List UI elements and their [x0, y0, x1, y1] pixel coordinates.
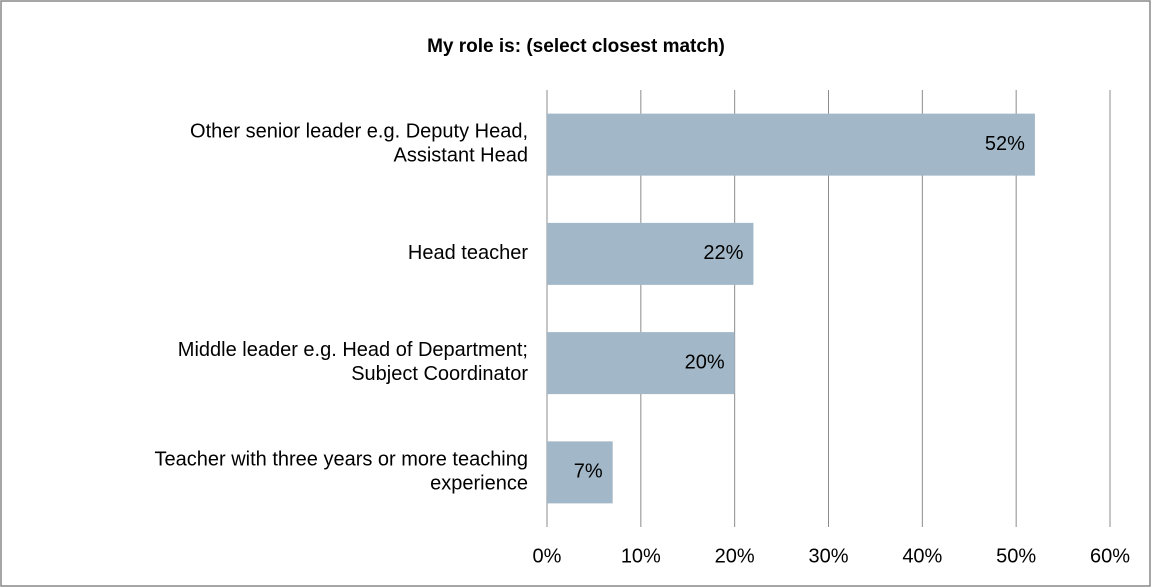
- bar: [547, 441, 613, 504]
- x-tick-label: 0%: [533, 545, 562, 567]
- y-tick-label: Head teacher: [408, 242, 528, 264]
- bar: [547, 222, 754, 285]
- x-tick-label: 20%: [715, 545, 755, 567]
- x-tick-label: 30%: [808, 545, 848, 567]
- y-tick-label: Teacher with three years or more teachin…: [154, 449, 528, 495]
- data-label: 7%: [574, 461, 603, 483]
- chart-title: My role is: (select closest match): [427, 36, 725, 57]
- data-label: 20%: [685, 351, 725, 373]
- x-tick-label: 40%: [902, 545, 942, 567]
- data-label: 22%: [703, 242, 743, 264]
- data-label: 52%: [985, 133, 1025, 155]
- x-tick-label: 60%: [1090, 545, 1130, 567]
- x-tick-label: 10%: [621, 545, 661, 567]
- x-tick-label: 50%: [996, 545, 1036, 567]
- bar: [547, 113, 1035, 176]
- y-tick-label: Other senior leader e.g. Deputy Head, Ass…: [190, 121, 528, 167]
- bar: [547, 332, 735, 395]
- y-tick-label: Middle leader e.g. Head of Department; Su…: [178, 339, 529, 385]
